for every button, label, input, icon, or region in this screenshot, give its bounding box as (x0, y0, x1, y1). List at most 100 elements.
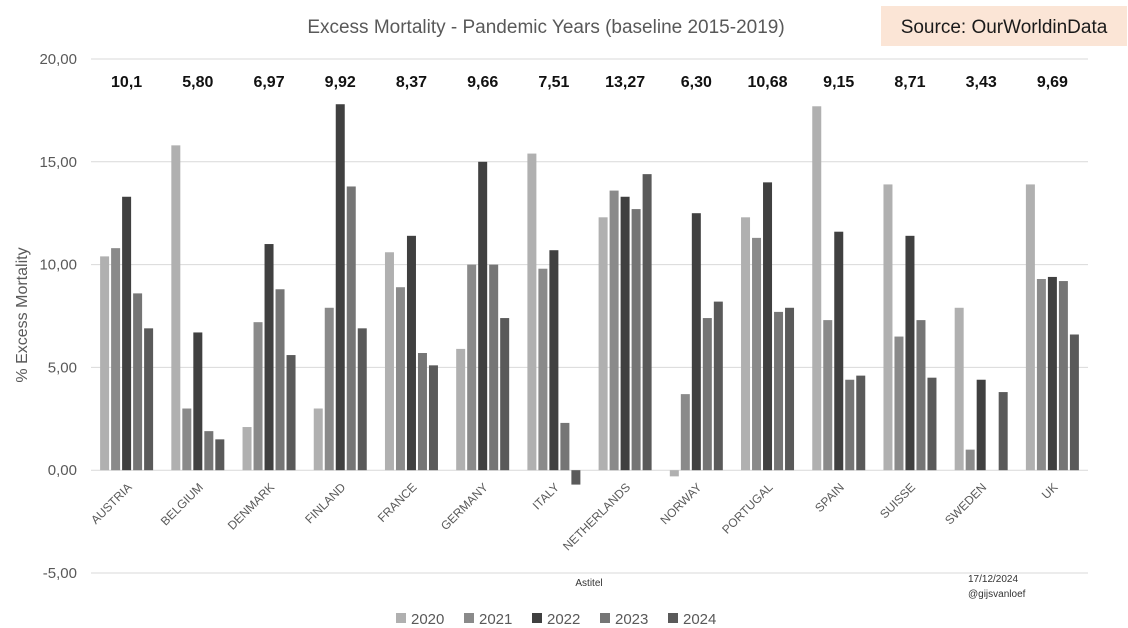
bar (560, 422, 570, 471)
bar (713, 301, 723, 471)
average-label: 7,51 (538, 74, 569, 91)
bar (428, 365, 438, 471)
bar (571, 470, 581, 485)
bars (100, 104, 1079, 485)
bar (845, 379, 855, 471)
bar (598, 217, 608, 471)
bar (417, 353, 427, 471)
x-tick-labels: AUSTRIA BELGIUM DENMARK FINLAND FRANCE GERMAN… (88, 480, 1060, 553)
x-tick-label: SUISSE (877, 480, 918, 521)
x-tick-label: NETHERLANDS (560, 480, 633, 553)
bar (905, 235, 915, 471)
bar (538, 268, 548, 471)
x-tick-label: NORWAY (657, 480, 704, 527)
x-tick-label: FRANCE (375, 480, 420, 525)
bar (680, 394, 690, 471)
x-tick-label: UK (1039, 480, 1061, 502)
legend-label: 2021 (479, 611, 512, 628)
y-tick-label: 20,00 (39, 51, 77, 68)
y-tick-label: 0,00 (48, 462, 77, 479)
bar (1036, 278, 1046, 471)
bar (467, 264, 477, 471)
legend-label: 2024 (683, 611, 716, 628)
bar (1047, 276, 1057, 471)
x-tick-label: FINLAND (302, 480, 348, 526)
y-axis-label: % Excess Mortality (14, 247, 31, 382)
bar (998, 392, 1008, 471)
y-tick-label: 15,00 (39, 154, 77, 171)
bar (489, 264, 499, 471)
x-tick-label: BELGIUM (158, 480, 206, 528)
bar (527, 153, 537, 471)
gridlines (91, 58, 1088, 574)
legend-swatch (668, 613, 678, 623)
bar (1025, 184, 1035, 471)
bar (406, 235, 416, 471)
bar (691, 213, 701, 471)
bar (834, 231, 844, 471)
bar (642, 174, 652, 471)
bar (785, 307, 795, 471)
bar (193, 332, 203, 471)
bar (856, 375, 866, 471)
average-label: 6,97 (253, 74, 284, 91)
bar (1069, 334, 1079, 471)
bar (275, 289, 285, 471)
bar (122, 196, 132, 471)
average-label: 3,43 (966, 74, 997, 91)
date-note: 17/12/2024 (968, 574, 1018, 585)
bar (111, 248, 121, 471)
bar (631, 209, 641, 471)
bar (313, 408, 323, 471)
bar (182, 408, 192, 471)
legend-label: 2022 (547, 611, 580, 628)
source-box-background (881, 6, 1127, 46)
y-tick-label: 10,00 (39, 257, 77, 274)
average-label: 10,68 (748, 74, 788, 91)
bar (100, 256, 110, 471)
handle-note: @gijsvanloef (968, 589, 1026, 600)
average-label: 8,71 (894, 74, 925, 91)
bar (883, 184, 893, 471)
x-tick-label: DENMARK (225, 480, 277, 532)
average-label: 9,69 (1037, 74, 1068, 91)
average-label: 6,30 (681, 74, 712, 91)
bar (954, 307, 964, 471)
legend-swatch (464, 613, 474, 623)
bar (242, 427, 252, 471)
bar (812, 106, 822, 471)
bar (976, 379, 986, 471)
average-label: 13,27 (605, 74, 645, 91)
average-label: 8,37 (396, 74, 427, 91)
bar (357, 328, 367, 471)
bar (741, 217, 751, 471)
bar (669, 470, 679, 477)
bar (346, 186, 356, 471)
bar (774, 311, 784, 471)
average-label: 9,15 (823, 74, 854, 91)
bar (620, 196, 630, 471)
bar (965, 449, 975, 471)
x-tick-label: GERMANY (438, 480, 491, 533)
bar (500, 318, 510, 471)
legend-label: 2023 (615, 611, 648, 628)
x-tick-label: PORTUGAL (719, 480, 776, 537)
bar (609, 190, 619, 471)
source-box: Source: OurWorldinData (881, 6, 1127, 46)
average-label: 9,66 (467, 74, 498, 91)
x-tick-label: AUSTRIA (88, 480, 135, 527)
source-text: Source: OurWorldinData (901, 17, 1108, 38)
bar (253, 322, 263, 471)
bar (549, 250, 559, 471)
bar (1058, 281, 1068, 471)
y-tick-labels: -5,00 0,00 5,00 10,00 15,00 20,00 (39, 51, 77, 582)
average-labels: 10,1 5,80 6,97 9,92 8,37 9,66 7,51 13,27 6,30 10,… (111, 74, 1068, 91)
bar (335, 104, 345, 471)
bar (215, 439, 225, 471)
bar (395, 287, 405, 471)
bar (894, 336, 904, 471)
average-label: 5,80 (182, 74, 213, 91)
x-tick-label: SPAIN (812, 480, 847, 515)
